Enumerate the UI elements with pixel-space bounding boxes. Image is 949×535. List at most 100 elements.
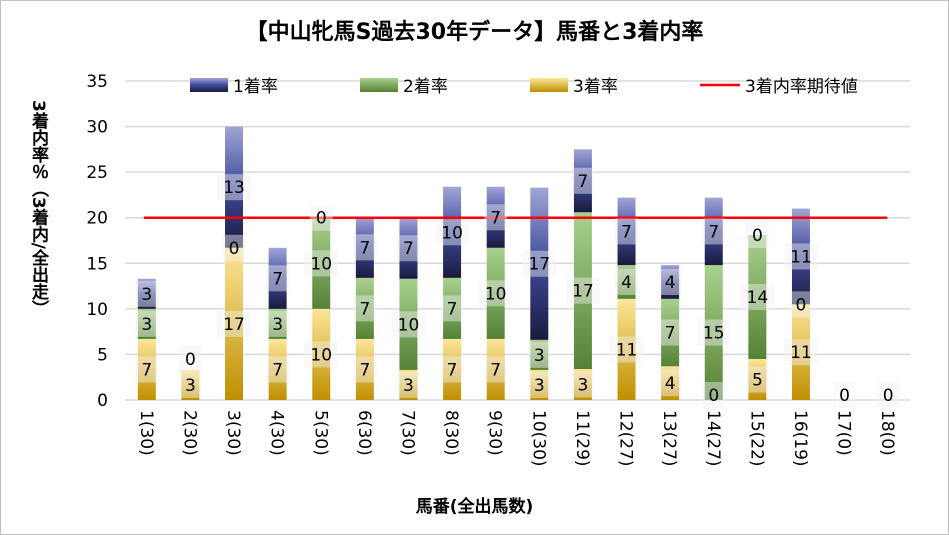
data-label-background [484, 204, 508, 231]
x-tick-label: 6(30) [354, 410, 374, 456]
legend-swatch [190, 78, 228, 92]
bar-segment [443, 277, 462, 339]
data-label-background [833, 382, 857, 408]
data-label: 0 [229, 239, 240, 259]
bar-segment [573, 212, 592, 370]
data-label-background [658, 268, 682, 295]
data-label-background [135, 280, 159, 307]
data-label: 7 [447, 299, 458, 319]
data-label-background [222, 234, 246, 261]
data-label: 10 [441, 223, 463, 243]
data-label: 11 [616, 340, 638, 360]
bar-segment [573, 369, 592, 400]
legend-swatch [530, 78, 568, 92]
data-label: 10 [310, 254, 332, 274]
bar-segment [137, 308, 156, 339]
bar-segment [573, 149, 592, 213]
data-label: 3 [141, 315, 152, 335]
data-label: 7 [403, 239, 414, 259]
bar-segment [355, 277, 374, 339]
data-label-background [353, 295, 377, 322]
data-label: 3 [272, 315, 283, 335]
x-tick-label: 11(29) [572, 410, 592, 467]
bar-segment [791, 304, 810, 400]
bar-segment [617, 265, 636, 299]
data-label: 15 [703, 324, 725, 344]
data-label-background [440, 295, 464, 322]
data-label: 4 [665, 374, 676, 394]
data-label-background [571, 167, 595, 194]
data-label-background [217, 310, 252, 337]
data-label: 3 [403, 376, 414, 396]
data-label: 3 [534, 376, 545, 396]
bar-segment [355, 338, 374, 400]
data-label-background [609, 336, 644, 363]
y-tick-label: 15 [86, 254, 108, 274]
data-label-background [789, 291, 813, 318]
bar-segment [661, 265, 680, 299]
data-label: 3 [141, 285, 152, 305]
data-label-background [522, 250, 557, 277]
data-label: 4 [621, 273, 632, 293]
data-label: 13 [223, 178, 245, 198]
data-label-background [266, 310, 290, 337]
bar-segment [399, 217, 418, 279]
data-label-background [615, 218, 639, 245]
legend-label: 1着率 [233, 77, 278, 97]
y-tick-label: 10 [86, 300, 108, 320]
data-label-background [304, 250, 339, 277]
data-label-background [435, 219, 470, 246]
bar-segment [312, 217, 331, 309]
data-label: 17 [572, 282, 594, 302]
data-label-background [396, 371, 420, 398]
data-label-background [304, 341, 339, 368]
bar-segment [399, 278, 418, 370]
x-tick-label: 8(30) [441, 410, 461, 456]
bar-segment [530, 339, 549, 370]
data-label-background [178, 345, 202, 372]
data-label: 7 [490, 360, 501, 380]
data-label: 3 [578, 376, 589, 396]
data-label: 0 [708, 386, 719, 406]
data-label: 0 [752, 226, 763, 246]
data-label: 0 [796, 295, 807, 315]
bar-segment [617, 197, 636, 266]
data-label: 7 [665, 324, 676, 344]
legend-label: 3着率 [573, 77, 618, 97]
data-label-background [696, 319, 731, 346]
x-tick-label: 17(0) [834, 410, 854, 456]
data-label: 7 [578, 172, 589, 192]
x-tick-label: 2(30) [179, 410, 199, 456]
y-tick-label: 5 [97, 345, 108, 365]
legend-swatch [360, 78, 398, 92]
data-label: 10 [398, 315, 420, 335]
data-label-background [571, 371, 595, 398]
bar-segment [704, 197, 723, 266]
x-tick-label: 18(0) [877, 410, 897, 456]
data-label-background [658, 319, 682, 346]
data-label: 7 [490, 208, 501, 228]
data-label-background [783, 339, 818, 366]
data-label-background [353, 234, 377, 261]
bar-segment [312, 308, 331, 400]
data-label: 14 [747, 288, 769, 308]
x-tick-label: 4(30) [267, 410, 287, 456]
x-tick-label: 9(30) [485, 410, 505, 456]
data-label: 0 [316, 209, 327, 229]
bar-segment [791, 208, 810, 305]
x-tick-label: 10(30) [528, 410, 548, 467]
data-label-background [178, 371, 202, 398]
legend-label: 3着内率期待値 [745, 77, 858, 97]
data-label: 10 [485, 284, 507, 304]
x-tick-label: 16(19) [790, 410, 810, 467]
data-label-background [702, 218, 726, 245]
data-label: 7 [359, 238, 370, 258]
y-axis-label: 3着内率％（3着内/全出走） [28, 100, 48, 317]
data-label-background [615, 268, 639, 295]
data-label: 17 [223, 315, 245, 335]
data-label-background [702, 382, 726, 408]
data-label-background [484, 356, 508, 383]
y-tick-label: 0 [97, 391, 108, 411]
data-label-background [876, 382, 900, 408]
data-label: 7 [141, 360, 152, 380]
